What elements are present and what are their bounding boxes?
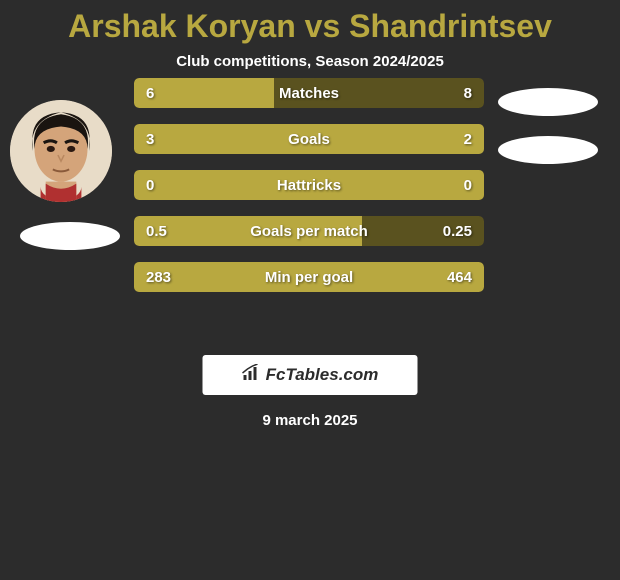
stat-right-value: 8 bbox=[464, 78, 472, 108]
player-right-badge-2 bbox=[498, 136, 598, 164]
player-left-badge bbox=[20, 222, 120, 250]
stat-label: Goals bbox=[134, 124, 484, 154]
player-right-badge-1 bbox=[498, 88, 598, 116]
subtitle: Club competitions, Season 2024/2025 bbox=[0, 53, 620, 70]
avatar-svg bbox=[10, 100, 112, 202]
stat-row: 6Matches8 bbox=[134, 78, 484, 108]
stat-label: Matches bbox=[134, 78, 484, 108]
stat-right-value: 0.25 bbox=[443, 216, 472, 246]
stat-right-value: 0 bbox=[464, 170, 472, 200]
stat-row: 0.5Goals per match0.25 bbox=[134, 216, 484, 246]
logo-text: FcTables.com bbox=[266, 365, 379, 385]
logo-box: FcTables.com bbox=[203, 355, 418, 395]
stats-bars: 6Matches8 3Goals2 0Hattricks0 0.5Goals per … bbox=[134, 78, 484, 308]
comparison-title: Arshak Koryan vs Shandrintsev bbox=[0, 0, 620, 45]
stat-row: 0Hattricks0 bbox=[134, 170, 484, 200]
stat-row: 283Min per goal464 bbox=[134, 262, 484, 292]
stat-label: Hattricks bbox=[134, 170, 484, 200]
date-label: 9 march 2025 bbox=[0, 412, 620, 429]
stat-row: 3Goals2 bbox=[134, 124, 484, 154]
stat-right-value: 464 bbox=[447, 262, 472, 292]
stat-right-value: 2 bbox=[464, 124, 472, 154]
player-left-avatar bbox=[10, 100, 112, 202]
stat-label: Min per goal bbox=[134, 262, 484, 292]
stat-label: Goals per match bbox=[134, 216, 484, 246]
chart-icon bbox=[242, 364, 260, 387]
